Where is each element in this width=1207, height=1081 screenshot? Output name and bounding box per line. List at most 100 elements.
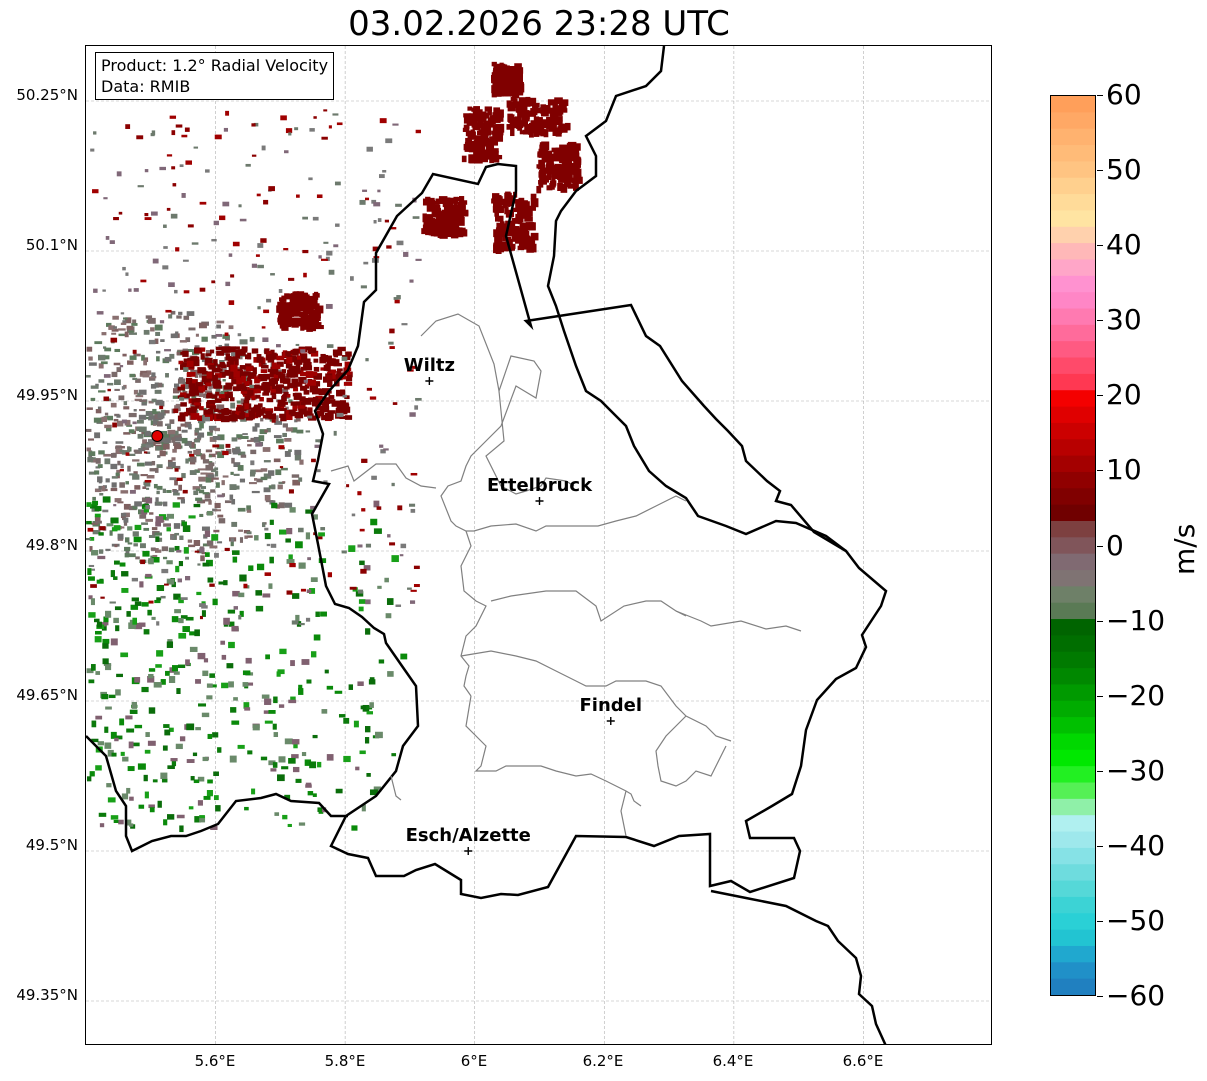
echo-pixel — [530, 243, 537, 253]
echo-pixel — [127, 330, 134, 333]
echo-pixel — [143, 359, 148, 366]
echo-pixel — [203, 409, 211, 416]
echo-pixel — [282, 432, 287, 437]
echo-pixel — [188, 409, 197, 415]
echo-pixel — [376, 506, 382, 510]
colorbar-tick-label: 30 — [1106, 303, 1142, 337]
echo-pixel — [286, 356, 293, 364]
echo-pixel — [100, 361, 108, 365]
echo-pixel — [116, 469, 121, 474]
echo-pixel — [194, 375, 199, 378]
echo-pixel — [230, 364, 238, 372]
echo-pixel — [156, 490, 160, 495]
echo-pixel — [171, 457, 176, 461]
echo-pixel — [88, 457, 96, 460]
echo-pixel — [462, 127, 468, 133]
echo-pixel — [95, 715, 103, 720]
colorbar-band — [1051, 373, 1095, 391]
colorbar-band — [1051, 978, 1095, 996]
echo-pixel — [377, 218, 382, 222]
echo-pixel — [147, 740, 156, 746]
echo-pixel — [129, 373, 136, 378]
echo-pixel — [263, 199, 269, 205]
echo-pixel — [524, 127, 530, 132]
echo-pixel — [540, 168, 548, 174]
echo-pixel — [328, 269, 335, 275]
echo-pixel — [474, 109, 483, 114]
colorbar-tick-label: −20 — [1106, 678, 1166, 712]
echo-pixel — [98, 390, 106, 393]
echo-pixel — [310, 651, 317, 658]
echo-pixel — [239, 478, 246, 483]
echo-pixel — [148, 415, 157, 420]
echo-pixel — [516, 216, 524, 223]
echo-pixel — [146, 412, 154, 415]
echo-pixel — [246, 371, 251, 376]
echo-pixel — [132, 319, 137, 324]
echo-pixel — [311, 301, 318, 310]
colorbar-tick-mark — [1097, 770, 1103, 772]
echo-pixel — [202, 492, 210, 495]
echo-pixel — [114, 348, 121, 353]
echo-pixel — [438, 196, 448, 204]
echo-pixel — [128, 412, 137, 418]
echo-pixel — [536, 185, 542, 194]
echo-pixel — [512, 237, 518, 242]
echo-pixel — [215, 482, 220, 488]
radar-map[interactable]: Wiltz Ettelbruck Findel Esch/Alzette — [85, 45, 992, 1045]
echo-pixel — [144, 169, 149, 173]
echo-pixel — [147, 441, 154, 448]
colorbar-tick-mark — [1097, 395, 1103, 397]
echo-pixel — [269, 380, 279, 385]
echo-pixel — [117, 328, 126, 331]
echo-pixel — [159, 166, 166, 171]
echo-pixel — [94, 618, 100, 623]
echo-pixel — [151, 616, 156, 620]
echo-pixel — [91, 458, 99, 463]
echo-pixel — [313, 373, 323, 380]
echo-pixel — [287, 383, 294, 388]
echo-pixel — [266, 543, 271, 547]
echo-pixel — [119, 562, 126, 567]
echo-pixel — [228, 346, 236, 351]
echo-pixel — [572, 182, 579, 191]
echo-pixel — [282, 423, 288, 428]
echo-pixel — [168, 727, 174, 732]
echo-pixel — [149, 468, 157, 472]
echo-pixel — [115, 441, 124, 444]
echo-pixel — [312, 396, 319, 404]
echo-pixel — [94, 505, 102, 512]
echo-pixel — [318, 532, 325, 537]
echo-pixel — [366, 146, 373, 152]
echo-pixel — [335, 373, 343, 381]
echo-pixel — [337, 346, 346, 352]
echo-pixel — [182, 348, 188, 352]
echo-pixel — [122, 353, 127, 357]
echo-pixel — [141, 443, 148, 448]
echo-pixel — [155, 521, 161, 527]
echo-pixel — [214, 467, 219, 471]
echo-pixel — [197, 563, 201, 566]
echo-pixel — [151, 527, 158, 531]
echo-pixel — [510, 127, 515, 137]
echo-pixel — [345, 351, 351, 358]
echo-pixel — [374, 731, 383, 739]
echo-pixel — [302, 249, 309, 254]
echo-pixel — [491, 74, 499, 82]
echo-pixel — [226, 663, 234, 669]
echo-pixel — [280, 115, 287, 121]
echo-pixel — [206, 695, 213, 700]
echo-pixel — [309, 298, 315, 303]
echo-pixel — [490, 115, 499, 121]
echo-pixel — [97, 555, 106, 560]
colorbar-tick-label: 10 — [1106, 453, 1142, 487]
echo-pixel — [166, 641, 174, 648]
echo-pixel — [282, 350, 288, 358]
echo-pixel — [191, 242, 199, 245]
echo-pixel — [198, 392, 204, 397]
radar-site-marker — [151, 430, 164, 442]
echo-pixel — [212, 379, 221, 387]
echo-pixel — [194, 550, 200, 553]
echo-pixel — [88, 356, 93, 361]
echo-pixel — [283, 401, 288, 405]
